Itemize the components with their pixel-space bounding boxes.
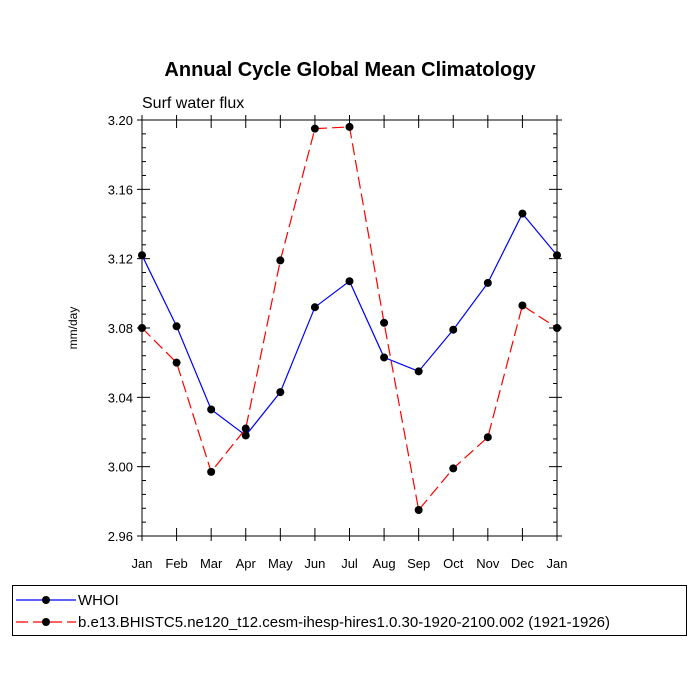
x-tick-label: May: [268, 556, 293, 571]
y-axis-label: mm/day: [66, 307, 80, 350]
x-tick-label: Apr: [236, 556, 257, 571]
plot-series: [138, 122, 561, 514]
x-tick-label: Mar: [200, 556, 223, 571]
data-point: [276, 256, 285, 265]
y-tick-label: 3.12: [108, 252, 133, 267]
data-point: [241, 431, 250, 440]
y-tick-label: 3.08: [108, 321, 133, 336]
legend-item: WHOI: [16, 592, 119, 609]
minor-ticks: [142, 133, 557, 523]
data-point: [449, 325, 458, 334]
legend: WHOI b.e13.BHISTC5.ne120_t12.cesm-ihesp-h…: [16, 592, 610, 631]
chart-subtitle: Surf water flux: [142, 95, 244, 112]
y-tick-label: 3.16: [108, 182, 133, 197]
x-tick-label: Sep: [407, 556, 430, 571]
series-line: [141, 126, 558, 512]
data-point: [207, 467, 216, 476]
legend-item: b.e13.BHISTC5.ne120_t12.cesm-ihesp-hires…: [16, 614, 610, 631]
data-point: [483, 278, 492, 287]
data-point: [241, 424, 250, 433]
x-tick-label: Jan: [132, 556, 153, 571]
data-point: [380, 318, 389, 327]
x-tick-label: Jun: [304, 556, 325, 571]
data-point: [310, 303, 319, 312]
data-point: [380, 353, 389, 362]
legend-marker: [42, 596, 50, 604]
legend-box: [12, 585, 687, 636]
series-2: [138, 122, 561, 514]
legend-label: WHOI: [78, 592, 119, 609]
data-point: [207, 405, 216, 414]
x-tick-label: Aug: [373, 556, 396, 571]
data-point: [518, 301, 527, 310]
y-tick-label: 2.96: [108, 529, 133, 544]
legend-label: b.e13.BHISTC5.ne120_t12.cesm-ihesp-hires…: [78, 614, 610, 631]
y-tick-label: 3.20: [108, 113, 133, 128]
x-tick-label: Dec: [511, 556, 535, 571]
data-point: [483, 433, 492, 442]
series-1: [138, 209, 561, 440]
x-tick-label: Oct: [443, 556, 464, 571]
chart-title: Annual Cycle Global Mean Climatology: [164, 59, 536, 81]
x-tick-label: Feb: [165, 556, 187, 571]
data-point: [276, 388, 285, 397]
y-tick-label: 3.00: [108, 460, 133, 475]
major-ticks: [137, 115, 562, 541]
legend-marker: [42, 618, 50, 626]
data-point: [414, 367, 423, 376]
data-point: [449, 464, 458, 473]
data-point: [414, 506, 423, 514]
data-point: [172, 322, 181, 331]
data-point: [345, 277, 354, 286]
series-line: [141, 212, 558, 437]
plot-frame: [141, 119, 558, 537]
data-point: [172, 358, 181, 367]
data-point: [310, 124, 319, 133]
y-tick-label: 3.04: [108, 390, 133, 405]
data-point: [345, 122, 354, 131]
y-tick-labels: 2.96 3.00 3.04 3.08 3.12 3.16 3.20: [108, 113, 133, 544]
x-tick-labels: Jan Feb Mar Apr May Jun Jul Aug Sep Oct Nov Dec Jan: [132, 556, 568, 571]
x-tick-label: Jul: [341, 556, 358, 571]
x-tick-label: Nov: [476, 556, 500, 571]
x-tick-label: Jan: [547, 556, 568, 571]
data-point: [518, 209, 527, 218]
